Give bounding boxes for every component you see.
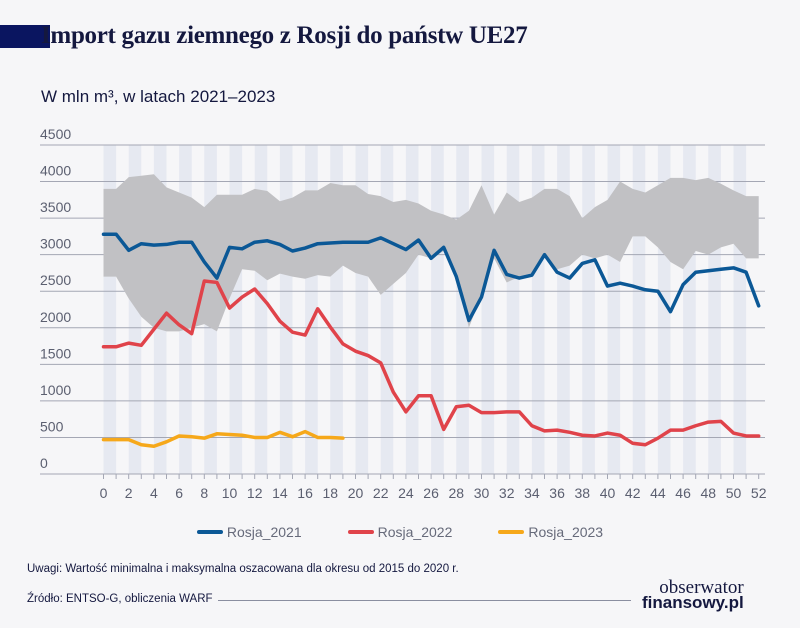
week-stripe [279,145,293,474]
x-tick-label: 4 [150,485,158,501]
x-tick-label: 26 [423,485,439,501]
y-tick-label: 500 [40,418,64,434]
week-stripe [229,145,243,474]
x-tick-label: 44 [650,485,666,501]
x-tick-label: 2 [125,485,133,501]
y-tick-label: 4000 [40,163,71,179]
x-tick-label: 14 [272,485,288,501]
legend-swatch [196,530,223,534]
legend-swatch [498,530,525,534]
logo-line1: obserwator [659,577,744,598]
x-tick-label: 10 [222,485,238,501]
y-tick-label: 3000 [40,236,71,252]
legend-item-rosja-2023: Rosja_2023 [498,524,603,540]
note-text: Uwagi: Wartość minimalna i maksymalna os… [27,563,459,575]
x-tick-label: 40 [600,485,616,501]
series-line-rosja-2021 [101,232,761,323]
x-tick-label: 42 [625,485,641,501]
week-stripe [405,145,419,474]
x-tick-label: 50 [726,485,742,501]
x-tick-label: 12 [247,485,263,501]
legend-item-rosja-2022: Rosja_2022 [347,524,453,540]
x-tick-label: 20 [348,485,364,501]
source-text: Źródło: ENTSO-G, obliczenia WARF [27,593,213,605]
legend-label: Rosja_2021 [226,524,302,540]
x-tick-label: 6 [175,485,183,501]
logo-line2: finansowy.pl [642,593,744,612]
y-tick-label: 1000 [40,382,71,398]
legend-item-rosja-2021: Rosja_2021 [196,524,302,540]
divider [218,600,631,601]
y-tick-label: 4500 [40,126,71,142]
logo: obserwator finansowy.pl [642,577,744,612]
y-tick-label: 0 [40,455,48,471]
series-line-rosja-2022 [101,279,761,447]
min-max-band [103,174,759,332]
x-tick-label: 0 [100,485,108,501]
x-tick-label: 52 [751,485,767,501]
x-tick-label: 28 [449,485,465,501]
x-tick-label: 46 [675,485,691,501]
x-tick-label: 30 [474,485,490,501]
legend-label: Rosja_2023 [528,524,604,540]
chart-title: Import gazu ziemnego z Rosji do państw U… [41,22,528,49]
y-tick-label: 2000 [40,309,71,325]
series-line-rosja-2023 [101,429,345,448]
legend-label: Rosja_2022 [377,524,453,540]
x-tick-label: 18 [323,485,339,501]
legend-swatch [347,530,374,534]
week-stripe [380,145,394,474]
x-tick-label: 34 [524,485,540,501]
x-tick-label: 32 [499,485,515,501]
x-tick-label: 24 [398,485,414,501]
week-stripe [582,145,595,474]
y-tick-label: 1500 [40,345,71,361]
x-tick-label: 36 [549,485,565,501]
chart-subtitle: W mln m³, w latach 2021–2023 [41,87,276,106]
y-tick-label: 2500 [40,272,71,288]
title-accent-bar [0,25,50,48]
x-tick-label: 22 [373,485,389,501]
x-tick-label: 38 [575,485,591,501]
legend: Rosja_2021 Rosja_2022 Rosja_2023 [0,524,800,540]
x-tick-label: 8 [200,485,208,501]
x-tick-label: 16 [297,485,313,501]
x-tick-label: 48 [701,485,717,501]
y-tick-label: 3500 [40,199,71,215]
